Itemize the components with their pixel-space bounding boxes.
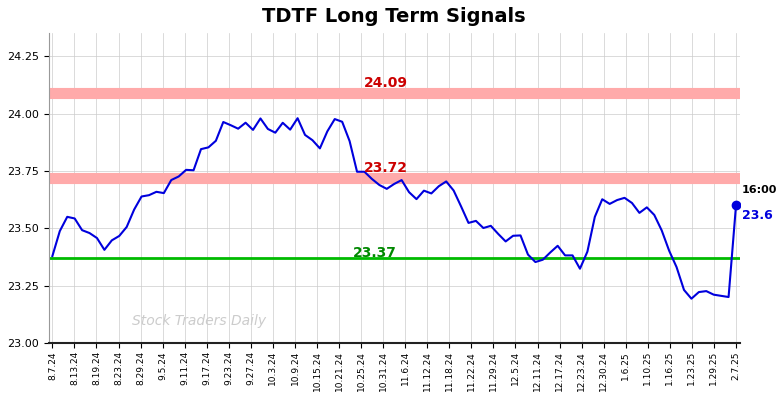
Text: Stock Traders Daily: Stock Traders Daily [132,314,266,328]
Text: 24.09: 24.09 [364,76,408,90]
Text: 23.6: 23.6 [742,209,773,222]
Text: 23.72: 23.72 [364,161,408,175]
Title: TDTF Long Term Signals: TDTF Long Term Signals [263,7,526,26]
Text: 16:00: 16:00 [742,185,777,195]
Text: 23.37: 23.37 [353,246,397,259]
